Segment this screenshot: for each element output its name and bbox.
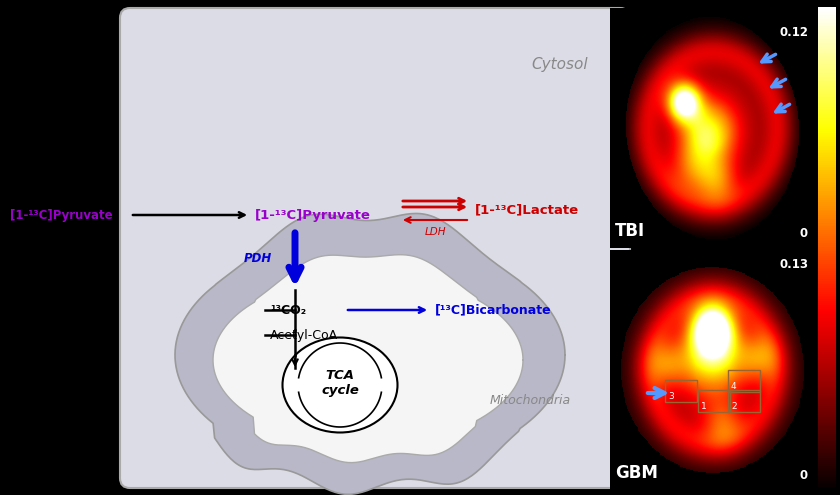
- Text: ¹³CO₂: ¹³CO₂: [270, 303, 306, 316]
- Text: 3: 3: [668, 392, 674, 401]
- Text: Cytosol: Cytosol: [532, 57, 588, 72]
- Text: [1-¹³C]Pyruvate: [1-¹³C]Pyruvate: [255, 208, 371, 221]
- Text: 2: 2: [731, 402, 737, 411]
- Bar: [728, 390, 760, 412]
- Text: 0.12: 0.12: [779, 26, 808, 39]
- Text: 4: 4: [731, 382, 737, 391]
- Text: 0.13: 0.13: [779, 258, 808, 271]
- Text: PDH: PDH: [244, 251, 272, 264]
- Text: TCA
cycle: TCA cycle: [321, 369, 359, 397]
- Text: 0: 0: [800, 227, 808, 240]
- Text: LDH: LDH: [424, 227, 446, 237]
- Text: Acetyl-CoA: Acetyl-CoA: [270, 329, 339, 342]
- Text: [1-¹³C]Lactate: [1-¹³C]Lactate: [475, 203, 579, 216]
- Text: 1: 1: [701, 402, 706, 411]
- Polygon shape: [213, 255, 523, 463]
- Bar: [665, 380, 697, 402]
- Text: TBI: TBI: [615, 222, 645, 240]
- FancyBboxPatch shape: [120, 8, 630, 488]
- Text: 0: 0: [800, 469, 808, 482]
- Text: [¹³C]Bicarbonate: [¹³C]Bicarbonate: [435, 303, 552, 316]
- Text: [1-¹³C]Pyruvate: [1-¹³C]Pyruvate: [10, 208, 113, 221]
- Polygon shape: [175, 213, 565, 495]
- Bar: [728, 370, 760, 392]
- Text: Mitochondria: Mitochondria: [490, 394, 570, 406]
- Ellipse shape: [282, 338, 397, 433]
- Text: GBM: GBM: [615, 464, 658, 482]
- Bar: [698, 390, 730, 412]
